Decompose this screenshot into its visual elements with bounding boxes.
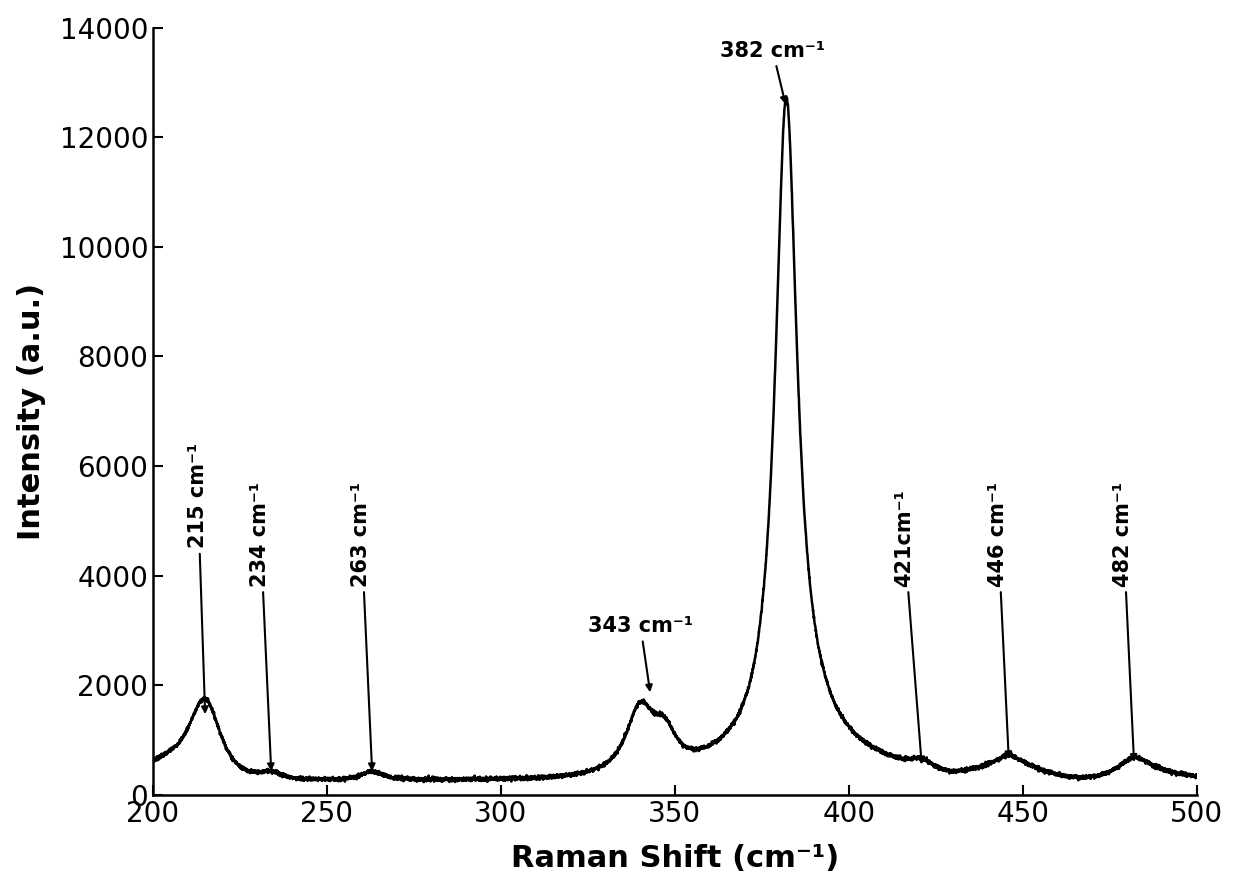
Text: 482 cm⁻¹: 482 cm⁻¹ [1114, 481, 1136, 759]
Text: 263 cm⁻¹: 263 cm⁻¹ [351, 481, 374, 769]
Text: 421cm⁻¹: 421cm⁻¹ [894, 489, 924, 763]
X-axis label: Raman Shift (cm⁻¹): Raman Shift (cm⁻¹) [511, 845, 839, 873]
Text: 215 cm⁻¹: 215 cm⁻¹ [187, 443, 208, 712]
Text: 446 cm⁻¹: 446 cm⁻¹ [988, 481, 1011, 756]
Text: 382 cm⁻¹: 382 cm⁻¹ [720, 41, 825, 102]
Text: 234 cm⁻¹: 234 cm⁻¹ [250, 481, 274, 769]
Text: 343 cm⁻¹: 343 cm⁻¹ [588, 616, 693, 690]
Y-axis label: Intensity (a.u.): Intensity (a.u.) [16, 283, 46, 540]
